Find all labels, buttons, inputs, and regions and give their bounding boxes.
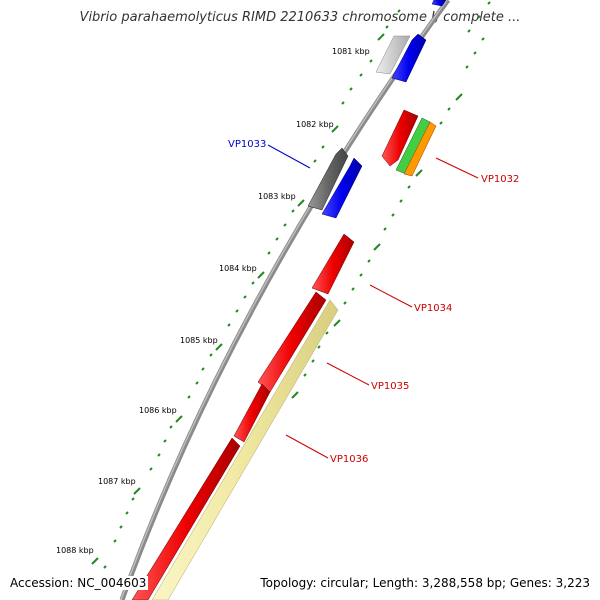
accession-label: Accession: NC_004603 <box>8 576 149 590</box>
leader-vp1032 <box>435 157 479 179</box>
genome-stats-label: Topology: circular; Length: 3,288,558 bp… <box>258 576 592 590</box>
tick-label-1086: 1086 kbp <box>139 406 177 415</box>
tick-ring-inner <box>291 37 485 399</box>
tick-label-1082: 1082 kbp <box>296 120 334 129</box>
ruler-labels: 1081 kbp 1082 kbp 1083 kbp 1084 kbp 1085… <box>56 47 370 555</box>
gene-label-vp1033[interactable]: VP1033 <box>228 139 266 150</box>
gene-feature-red-vp1036[interactable] <box>233 383 271 443</box>
tick-label-1085: 1085 kbp <box>180 336 218 345</box>
leader-vp1034 <box>369 284 413 308</box>
gene-feature-light-gray[interactable] <box>375 35 411 75</box>
gene-label-vp1035[interactable]: VP1035 <box>371 381 409 392</box>
tick-label-1088: 1088 kbp <box>56 546 94 555</box>
tick-ring-outer <box>91 1 491 583</box>
tick-label-1081: 1081 kbp <box>332 47 370 56</box>
gene-feature-orange-vp1032[interactable] <box>403 121 437 177</box>
tick-label-1083: 1083 kbp <box>258 192 296 201</box>
gene-label-vp1036[interactable]: VP1036 <box>330 454 368 465</box>
leader-vp1036 <box>285 434 329 459</box>
gene-feature-blue-vp1033[interactable] <box>321 157 363 219</box>
gene-feature-red-vp1034[interactable] <box>311 233 355 295</box>
gene-feature-pale-yellow[interactable] <box>151 299 339 600</box>
tick-label-1087: 1087 kbp <box>98 477 136 486</box>
genome-backbone-highlight <box>120 0 448 600</box>
leader-vp1033 <box>267 144 311 169</box>
gene-feature-red-vp1032[interactable] <box>381 109 419 167</box>
map-title: Vibrio parahaemolyticus RIMD 2210633 chr… <box>79 10 521 25</box>
gene-feature-blue-1[interactable] <box>391 33 427 83</box>
tick-label-1084: 1084 kbp <box>219 264 257 273</box>
leader-vp1035 <box>326 362 370 386</box>
gene-feature-top-blue[interactable] <box>431 0 447 7</box>
genome-backbone <box>119 0 451 600</box>
gene-feature-gray-vp1033[interactable] <box>307 147 349 211</box>
gene-label-vp1032[interactable]: VP1032 <box>481 174 519 185</box>
gene-feature-red-long[interactable] <box>131 437 241 600</box>
gene-label-vp1034[interactable]: VP1034 <box>414 303 452 314</box>
